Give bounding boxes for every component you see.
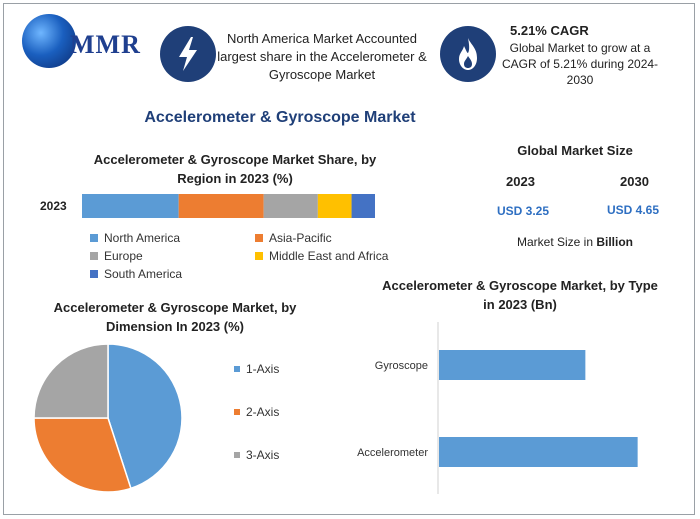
market-size-start: USD 3.25: [497, 204, 550, 218]
note-unit: Billion: [596, 235, 634, 249]
legend-swatch: [90, 252, 98, 260]
region-bar-segment-1: [178, 194, 264, 218]
legend-asia-pacific: Asia-Pacific: [255, 231, 332, 245]
pie-slice-3-axis: [33, 343, 109, 419]
legend-label: Asia-Pacific: [269, 231, 332, 245]
north-america-highlight: North America Market Accounted largest s…: [217, 31, 427, 82]
legend-label: 2-Axis: [246, 405, 280, 419]
cagr-text: Global Market to grow at a CAGR of 5.21%…: [501, 41, 659, 87]
legend-swatch: [234, 366, 240, 372]
globe-logo-icon: [22, 14, 76, 68]
pie-slice-1-axis: [107, 343, 183, 490]
region-chart-title: Accelerometer & Gyroscope Market Share, …: [93, 152, 377, 186]
legend-2-axis: 2-Axis: [234, 405, 279, 419]
dimension-chart-title: Accelerometer & Gyroscope Market, by Dim…: [53, 300, 297, 334]
legend-swatch: [90, 270, 98, 278]
note-prefix: Market Size in: [516, 235, 597, 249]
market-size-unit-note: Market Size in Billion: [470, 235, 680, 249]
year-start: 2023: [506, 174, 535, 189]
legend-3-axis: 3-Axis: [234, 448, 279, 462]
region-bar-segment-4: [351, 194, 375, 218]
legend-swatch: [234, 409, 240, 415]
legend-label: South America: [104, 267, 183, 281]
year-end: 2030: [620, 174, 649, 189]
pie-slice-2-axis: [33, 417, 132, 493]
legend-label: Europe: [104, 249, 143, 263]
legend-europe: Europe: [90, 249, 143, 263]
infographic-frame: [3, 3, 695, 515]
type-bar-gyroscope: [439, 350, 586, 380]
market-size-end: USD 4.65: [607, 203, 660, 217]
legend-label: 1-Axis: [246, 362, 280, 376]
legend-label: Middle East and Africa: [269, 249, 389, 263]
legend-middle-east-africa: Middle East and Africa: [255, 249, 388, 263]
type-bar-accelerometer: [439, 437, 638, 467]
legend-swatch: [255, 252, 263, 260]
type-category-label: Gyroscope: [375, 360, 428, 372]
legend-1-axis: 1-Axis: [234, 362, 279, 376]
flame-icon: [440, 26, 496, 82]
region-bar-segment-2: [263, 194, 318, 218]
cagr-title: 5.21% CAGR: [510, 23, 589, 38]
region-bar-segment-0: [82, 194, 179, 218]
legend-swatch: [234, 452, 240, 458]
region-bar-category-label: 2023: [40, 199, 67, 213]
global-market-size-title: Global Market Size: [517, 143, 633, 158]
legend-south-america: South America: [90, 267, 182, 281]
legend-label: 3-Axis: [246, 448, 280, 462]
logo-text: MMR: [70, 30, 141, 59]
legend-north-america: North America: [90, 231, 180, 245]
lightning-bolt-icon: [160, 26, 216, 82]
type-category-label: Accelerometer: [357, 447, 428, 459]
legend-swatch: [90, 234, 98, 242]
page-title: Accelerometer & Gyroscope Market: [144, 109, 416, 126]
region-bar-segment-3: [317, 194, 352, 218]
legend-swatch: [255, 234, 263, 242]
type-chart-title: Accelerometer & Gyroscope Market, by Typ…: [382, 278, 658, 312]
legend-label: North America: [104, 231, 181, 245]
